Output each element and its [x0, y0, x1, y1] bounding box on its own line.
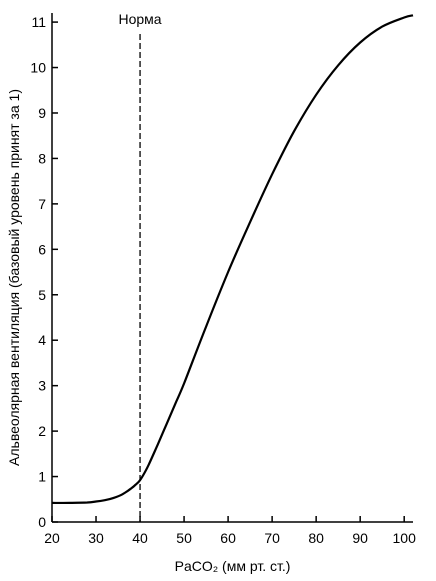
- x-tick-label: 40: [132, 530, 148, 546]
- y-tick-label: 6: [38, 241, 46, 257]
- y-tick-label: 1: [38, 469, 46, 485]
- x-tick-label: 70: [264, 530, 280, 546]
- x-tick-label: 30: [88, 530, 104, 546]
- x-tick-label: 60: [220, 530, 236, 546]
- x-tick-label: 50: [176, 530, 192, 546]
- annotations: Норма: [119, 11, 162, 522]
- norm-annotation-label: Норма: [119, 11, 162, 27]
- y-axis-label: Альвеолярная вентиляция (базовый уровень…: [6, 89, 22, 466]
- x-tick-label: 90: [352, 530, 368, 546]
- y-tick-label: 3: [38, 378, 46, 394]
- y-tick-label: 7: [38, 196, 46, 212]
- x-ticks: 20 30 40 50 60 70 80 90 100: [44, 516, 416, 546]
- x-tick-label: 100: [393, 530, 417, 546]
- y-tick-label: 0: [38, 514, 46, 530]
- y-tick-label: 9: [38, 105, 46, 121]
- ventilation-curve: [51, 14, 414, 505]
- y-ticks: 0 1 2 3 4 5 6 7 8 9 10 11: [30, 14, 58, 530]
- y-tick-label: 2: [38, 423, 46, 439]
- axes: [51, 13, 413, 523]
- y-tick-label: 5: [38, 287, 46, 303]
- series-group: [51, 14, 414, 505]
- y-tick-label: 10: [30, 60, 46, 76]
- x-tick-label: 20: [44, 530, 60, 546]
- x-axis-label: PaCO₂ (мм рт. ст.): [175, 558, 291, 574]
- x-tick-label: 80: [308, 530, 324, 546]
- y-tick-label: 11: [31, 14, 46, 30]
- y-tick-label: 4: [38, 332, 46, 348]
- y-tick-label: 8: [38, 150, 46, 166]
